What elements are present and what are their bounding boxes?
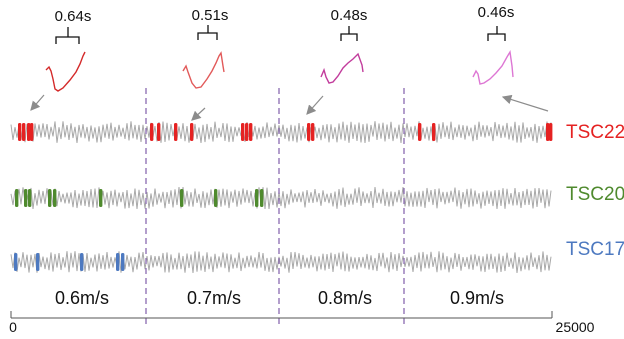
spike-burst	[27, 123, 30, 141]
spike-burst	[546, 123, 549, 141]
duration-bracket-1	[56, 27, 79, 44]
spike-burst	[22, 123, 25, 141]
trace-label-tsc22: TSC22	[566, 122, 624, 143]
spike-burst	[241, 123, 244, 141]
spike-burst	[260, 189, 263, 207]
spike-burst	[307, 123, 310, 141]
spike-waveform-4	[473, 52, 513, 84]
spike-arrow-2	[192, 108, 205, 120]
spike-burst	[150, 123, 153, 141]
trace-tsc17-signal	[11, 251, 551, 273]
trace-row-tsc20	[11, 187, 551, 209]
spike-burst	[180, 189, 183, 207]
speed-label-1: 0.6m/s	[55, 288, 109, 308]
spike-burst	[24, 189, 27, 207]
x-axis-end-label: 25000	[556, 319, 595, 335]
duration-label-1: 0.64s	[55, 8, 92, 25]
spike-burst	[48, 189, 51, 207]
duration-bracket-4	[488, 26, 505, 41]
x-axis: 0 25000	[9, 311, 595, 335]
spike-inset-1: 0.64s	[31, 8, 91, 110]
duration-label-4: 0.46s	[478, 4, 515, 21]
duration-bracket-2	[198, 25, 217, 40]
spike-burst	[418, 123, 421, 141]
spike-inset-3: 0.48s	[307, 7, 367, 114]
speed-label-3: 0.8m/s	[318, 288, 372, 308]
spike-burst	[99, 189, 102, 207]
duration-label-3: 0.48s	[331, 7, 368, 24]
trace-row-tsc22	[11, 121, 552, 143]
spike-burst	[432, 123, 435, 141]
spike-burst	[157, 123, 160, 141]
spike-waveform-3	[321, 54, 363, 83]
spike-burst	[116, 253, 119, 271]
spike-waveform-1	[46, 52, 85, 91]
spike-burst	[80, 253, 83, 271]
trace-label-tsc17: TSC17	[566, 239, 624, 260]
trace-label-tsc20: TSC20	[566, 184, 624, 205]
spike-burst	[121, 253, 124, 271]
trace-tsc20-signal	[11, 187, 551, 209]
spike-burst	[36, 253, 39, 271]
spike-burst	[249, 123, 252, 141]
speed-label-4: 0.9m/s	[450, 288, 504, 308]
spike-arrow-1	[31, 95, 44, 110]
spike-arrow-3	[307, 96, 323, 114]
duration-label-2: 0.51s	[192, 7, 229, 24]
spike-waveform-2	[183, 53, 224, 88]
spike-burst	[549, 123, 552, 141]
spike-burst	[255, 189, 258, 207]
spike-burst	[214, 189, 217, 207]
spike-burst	[190, 123, 193, 141]
spike-burst	[30, 123, 33, 141]
duration-bracket-3	[341, 26, 357, 41]
spike-burst	[28, 189, 31, 207]
spike-arrow-4	[503, 97, 548, 111]
x-axis-start-label: 0	[9, 319, 17, 335]
spike-burst	[174, 123, 177, 141]
trace-row-tsc17	[11, 251, 551, 273]
spike-burst	[53, 189, 56, 207]
trace-tsc22-signal	[11, 121, 551, 143]
spike-burst	[15, 189, 18, 207]
speed-label-2: 0.7m/s	[187, 288, 241, 308]
spike-burst	[18, 123, 21, 141]
spike-burst	[14, 253, 17, 271]
spike-burst	[311, 123, 314, 141]
spike-burst	[245, 123, 248, 141]
spike-inset-2: 0.51s	[183, 7, 228, 120]
spike-inset-4: 0.46s	[473, 4, 548, 111]
